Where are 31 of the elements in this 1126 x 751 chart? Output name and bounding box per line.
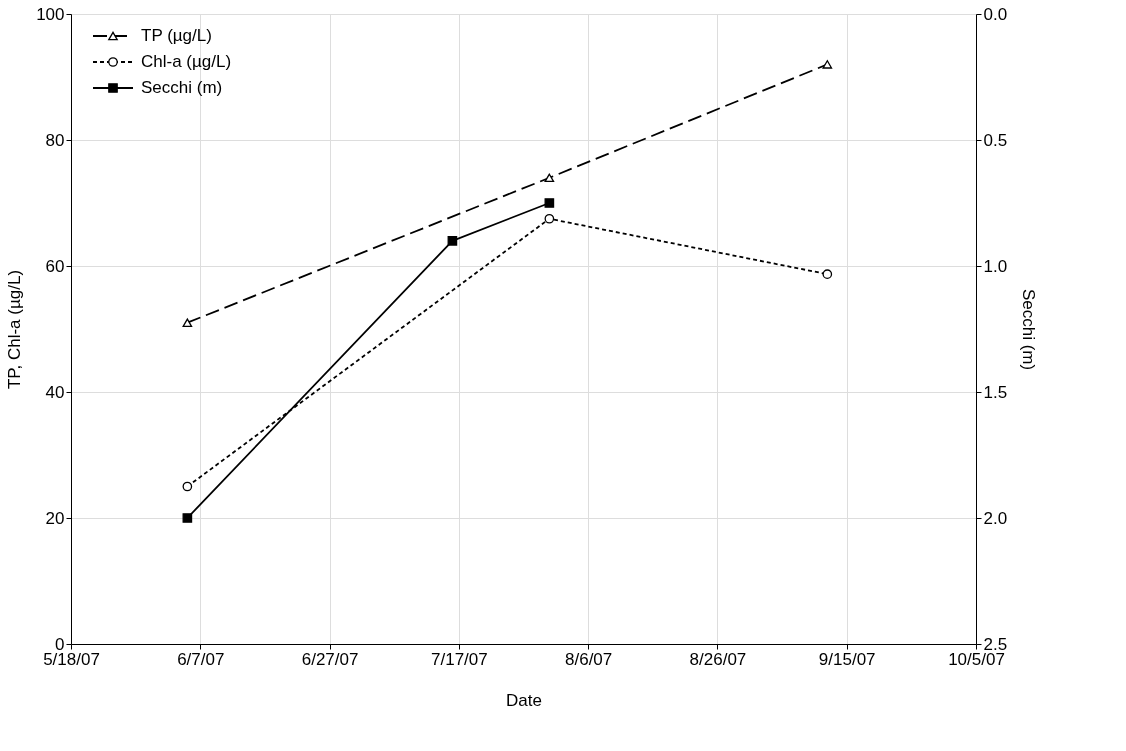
y2-axis-title: Secchi (m) [1019,288,1039,371]
legend-label: TP (µg/L) [141,26,212,45]
point [544,198,555,208]
x-tick-label: 8/6/07 [565,649,613,669]
x-tick-label: 6/27/07 [301,649,359,669]
x-tick-label: 9/15/07 [818,649,876,669]
y2-tick-label: 0.5 [983,130,1008,150]
x-tick-label: 7/17/07 [430,649,488,669]
x-tick-label: 6/7/07 [177,649,225,669]
point [822,269,833,280]
x-tick-label: 8/26/07 [689,649,747,669]
y-axis-title: TP, Chl-a (µg/L) [5,269,25,390]
x-axis-title: Date [506,690,542,710]
y2-tick-label: 1.0 [983,256,1008,276]
y-tick-label: 100 [36,4,65,24]
y-tick-label: 80 [45,130,65,150]
y-tick-label: 60 [45,256,65,276]
point [447,235,458,246]
y2-tick-label: 1.5 [983,382,1008,402]
legend-label: Chl-a (µg/L) [141,52,232,71]
point [822,60,833,69]
y2-tick-label: 0.0 [983,4,1008,24]
point [544,173,555,183]
legend-label: Secchi (m) [141,78,223,97]
y-tick-label: 40 [45,382,65,402]
point [182,318,193,327]
y2-tick-label: 2.0 [983,508,1008,528]
point [182,481,193,492]
y-tick-label: 20 [45,508,65,528]
point [544,213,555,224]
point [182,513,193,523]
